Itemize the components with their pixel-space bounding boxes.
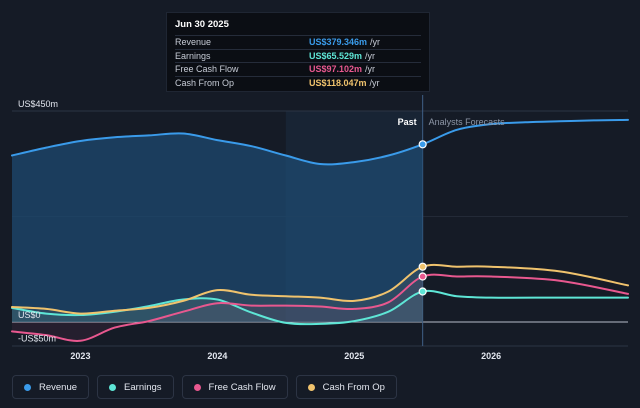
legend: Revenue Earnings Free Cash Flow Cash From O… — [12, 375, 397, 399]
tooltip-date: Jun 30 2025 — [175, 19, 229, 30]
legend-dot-icon — [193, 383, 201, 391]
tooltip-row-unit: /yr — [365, 50, 376, 61]
y-tick-label: US$0 — [18, 310, 41, 320]
forecast-label: Analysts Forecasts — [429, 117, 506, 127]
marker-free-cash-flow — [418, 272, 427, 281]
legend-item-cash-from-op[interactable]: Cash From Op — [295, 375, 397, 399]
x-tick-label: 2026 — [481, 351, 501, 361]
tooltip-row-value: US$65.529m — [309, 50, 363, 61]
tooltip-row-label: Free Cash Flow — [175, 64, 239, 74]
legend-label: Free Cash Flow — [208, 381, 276, 393]
series-line-revenue — [11, 118, 629, 166]
y-tick-label: US$450m — [18, 99, 58, 109]
legend-item-free-cash-flow[interactable]: Free Cash Flow — [181, 375, 288, 399]
tooltip: Jun 30 2025 Revenue US$379.346m/yr Earning… — [166, 12, 430, 92]
tooltip-row: Earnings US$65.529m/yr — [175, 48, 421, 63]
series-line-cash-from-op — [11, 263, 629, 315]
tooltip-row: Cash From Op US$118.047m/yr — [175, 75, 421, 90]
series-area-earnings — [12, 291, 423, 325]
marker-earnings — [418, 287, 427, 296]
legend-dot-icon — [307, 383, 315, 391]
tooltip-row: Revenue US$379.346m/yr — [175, 35, 421, 49]
tooltip-row-label: Cash From Op — [175, 77, 235, 88]
tooltip-row-label: Revenue — [175, 37, 212, 47]
tooltip-row-value: US$118.047m — [309, 77, 367, 88]
legend-dot-icon — [24, 383, 31, 391]
tooltip-row: Free Cash Flow US$97.102m/yr — [175, 62, 421, 76]
legend-label: Revenue — [39, 381, 78, 393]
legend-item-earnings[interactable]: Earnings — [97, 375, 174, 399]
series-area-free-cash-flow — [12, 276, 423, 341]
tooltip-row-label: Earnings — [175, 50, 211, 61]
tooltip-row-value: US$379.346m — [309, 37, 368, 47]
tooltip-row-unit: /yr — [369, 77, 380, 88]
series-line-earnings — [11, 289, 629, 326]
revenue-area — [12, 133, 423, 322]
tooltip-row-unit: /yr — [370, 37, 381, 47]
x-tick-label: 2025 — [344, 351, 364, 361]
y-tick-label: -US$50m — [18, 333, 56, 343]
x-tick-label: 2024 — [207, 351, 227, 361]
marker-revenue — [418, 140, 427, 149]
x-tick-label: 2023 — [70, 351, 90, 361]
legend-item-revenue[interactable]: Revenue — [12, 375, 90, 399]
tooltip-row-value: US$97.102m — [309, 64, 363, 74]
legend-dot-icon — [109, 383, 117, 391]
legend-label: Earnings — [124, 381, 162, 393]
past-label: Past — [398, 117, 417, 127]
series-area-cash-from-op — [12, 266, 423, 322]
legend-label: Cash From Op — [322, 381, 385, 393]
marker-cash-from-op — [418, 262, 427, 271]
series-line-free-cash-flow — [11, 273, 629, 342]
tooltip-row-unit: /yr — [365, 64, 376, 74]
